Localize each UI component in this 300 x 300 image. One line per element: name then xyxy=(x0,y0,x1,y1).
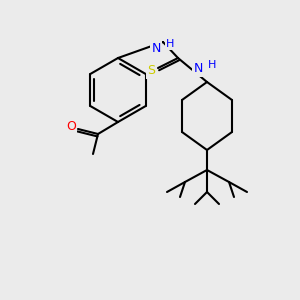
Text: O: O xyxy=(66,121,76,134)
Text: N: N xyxy=(151,41,161,55)
Text: S: S xyxy=(147,64,155,77)
Text: H: H xyxy=(166,39,174,49)
Text: N: N xyxy=(193,62,203,76)
Text: H: H xyxy=(208,60,216,70)
